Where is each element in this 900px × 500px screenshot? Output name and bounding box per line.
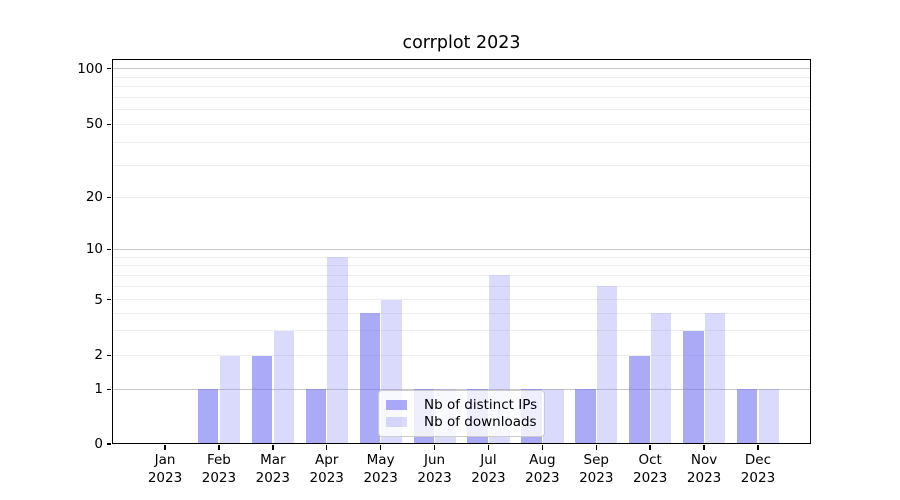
x-tick-label-feb: Feb 2023 bbox=[201, 452, 237, 486]
legend-swatch-distinct-ips bbox=[386, 399, 407, 411]
y-tick-mark-2 bbox=[106, 354, 111, 357]
legend-item-distinct-ips: Nb of distinct IPs bbox=[386, 397, 538, 413]
y-tick-mark-100 bbox=[106, 67, 111, 70]
gridline-y-90 bbox=[112, 76, 811, 78]
legend-item-downloads: Nb of downloads bbox=[386, 414, 537, 430]
plot-area: 0 1 2 5 10 20 50 100 Jan 2023 Feb 2023 Mar 2023 Apr 20… bbox=[77, 59, 811, 486]
y-tick-label-50: 50 bbox=[85, 116, 103, 133]
gridline-y-6 bbox=[112, 285, 811, 287]
bar-distinct-ips-may bbox=[359, 313, 381, 444]
bar-distinct-ips-oct bbox=[629, 355, 650, 444]
y-tick-label-5: 5 bbox=[94, 291, 103, 308]
y-tick-mark-5 bbox=[106, 298, 111, 301]
y-tick-mark-1 bbox=[106, 388, 111, 391]
x-tick-label-may: May 2023 bbox=[363, 452, 398, 486]
x-tick-label-aug: Aug 2023 bbox=[525, 452, 560, 486]
y-tick-label-2: 2 bbox=[94, 347, 103, 364]
x-tick-label-jan: Jan 2023 bbox=[147, 452, 183, 486]
y-tick-mark-10 bbox=[106, 248, 111, 251]
x-tick-label-dec: Dec 2023 bbox=[740, 452, 776, 486]
gridline-y-100 bbox=[112, 67, 811, 70]
gridline-y-20 bbox=[112, 196, 811, 198]
bar-downloads-dec bbox=[758, 389, 780, 444]
x-tick-mark-nov bbox=[703, 445, 705, 450]
bar-distinct-ips-apr bbox=[305, 389, 327, 444]
x-tick-label-mar: Mar 2023 bbox=[255, 452, 290, 486]
x-tick-mark-aug bbox=[541, 445, 544, 450]
legend-swatch-downloads bbox=[386, 416, 407, 428]
bar-downloads-oct bbox=[650, 313, 672, 444]
x-tick-mark-jan bbox=[164, 445, 166, 450]
y-tick-label-100: 100 bbox=[77, 60, 103, 77]
x-tick-mark-apr bbox=[326, 445, 328, 450]
gridline-y-40 bbox=[112, 141, 811, 143]
x-tick-label-sep: Sep 2023 bbox=[579, 452, 614, 486]
x-tick-label-oct: Oct 2023 bbox=[632, 452, 668, 486]
legend-label-distinct-ips: Nb of distinct IPs bbox=[424, 397, 538, 413]
x-tick-mark-mar bbox=[272, 445, 274, 450]
x-tick-mark-feb bbox=[218, 445, 220, 450]
x-tick-mark-jun bbox=[433, 445, 436, 450]
gridline-y-10 bbox=[112, 248, 811, 251]
gridline-y-80 bbox=[112, 86, 811, 88]
x-tick-label-nov: Nov 2023 bbox=[686, 452, 722, 486]
bar-distinct-ips-nov bbox=[683, 330, 704, 444]
gridline-y-2 bbox=[112, 354, 811, 356]
bar-downloads-nov bbox=[704, 313, 726, 444]
gridline-y-1 bbox=[112, 388, 811, 391]
x-tick-label-jul: Jul 2023 bbox=[471, 452, 506, 486]
gridline-y-30 bbox=[112, 164, 811, 166]
y-tick-label-10: 10 bbox=[85, 241, 103, 258]
gridline-y-5 bbox=[112, 299, 811, 300]
bar-distinct-ips-feb bbox=[197, 389, 219, 444]
legend: Nb of distinct IPs Nb of downloads bbox=[378, 390, 545, 437]
gridline-y-60 bbox=[112, 109, 811, 111]
bar-distinct-ips-dec bbox=[736, 389, 758, 444]
bar-downloads-apr bbox=[327, 257, 348, 444]
gridline-y-50 bbox=[112, 123, 811, 125]
y-tick-mark-0 bbox=[106, 443, 111, 445]
gridline-y-7 bbox=[112, 274, 811, 276]
bar-distinct-ips-sep bbox=[575, 389, 596, 444]
x-tick-label-apr: Apr 2023 bbox=[309, 452, 344, 486]
x-tick-mark-sep bbox=[595, 445, 597, 450]
gridline-y-9 bbox=[112, 256, 811, 258]
gridline-y-70 bbox=[112, 96, 811, 98]
y-tick-label-0: 0 bbox=[94, 436, 103, 452]
x-tick-mark-jul bbox=[487, 445, 490, 450]
y-tick-mark-50 bbox=[106, 123, 111, 126]
legend-label-downloads: Nb of downloads bbox=[424, 414, 537, 430]
y-tick-label-20: 20 bbox=[85, 189, 103, 206]
y-tick-label-1: 1 bbox=[94, 381, 103, 398]
gridline-y-3 bbox=[112, 330, 811, 332]
bar-distinct-ips-mar bbox=[251, 355, 273, 444]
x-tick-mark-oct bbox=[649, 445, 651, 450]
chart-title: corrplot 2023 bbox=[402, 33, 521, 53]
gridline-y-4 bbox=[112, 312, 811, 314]
bar-downloads-aug bbox=[543, 389, 564, 444]
bar-downloads-feb bbox=[219, 355, 241, 444]
bar-downloads-sep bbox=[596, 286, 618, 444]
gridline-y-8 bbox=[112, 265, 811, 267]
bar-downloads-mar bbox=[273, 330, 295, 444]
x-tick-mark-dec bbox=[757, 445, 759, 450]
y-tick-mark-20 bbox=[106, 196, 111, 199]
x-tick-label-jun: Jun 2023 bbox=[417, 452, 452, 486]
x-tick-mark-may bbox=[379, 445, 382, 450]
